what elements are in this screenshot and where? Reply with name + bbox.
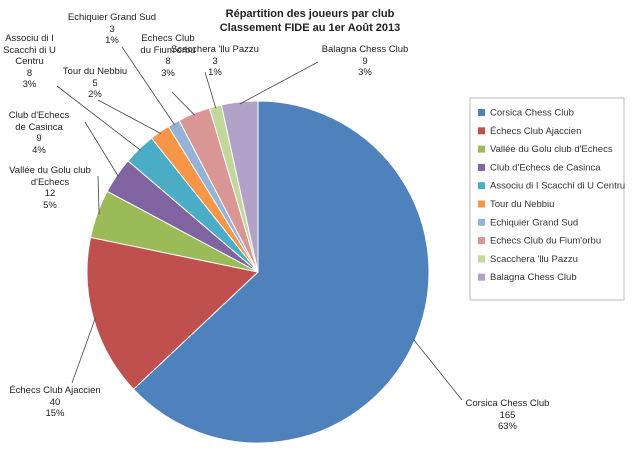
legend-label: Scacchera 'llu Pazzu [490, 254, 578, 265]
label-value: 8 [165, 56, 171, 67]
legend-label: Tour du Nebbiu [490, 199, 554, 210]
data-label: Corsica Chess Club 165 63% [455, 398, 560, 433]
legend-swatch [478, 218, 485, 226]
leader-line [204, 71, 217, 109]
pie-slice [220, 100, 259, 273]
leader-line [84, 121, 119, 177]
legend-label: Club d'Echecs de Casinca [490, 162, 601, 173]
legend-label: Corsica Chess Club [490, 108, 574, 119]
leader-line [56, 85, 141, 151]
legend-swatch [478, 200, 485, 208]
data-label: Tour du Nebbiu 5 2% [55, 66, 135, 101]
label-value: 5 [92, 77, 98, 89]
leader-line [71, 317, 96, 384]
label-value: 9 [36, 133, 42, 144]
legend-swatch [478, 127, 485, 135]
label-category: Vallée du Golu club d'Echecs [9, 165, 91, 188]
data-label: Echecs Club du Fium'orbu 8 3% [140, 33, 196, 79]
label-percent: 5% [43, 199, 57, 211]
label-percent: 3% [161, 67, 175, 79]
data-label: Échecs Club Ajaccien 40 15% [0, 385, 110, 420]
legend-swatch [478, 237, 485, 245]
label-percent: 3% [22, 79, 37, 90]
label-percent: 4% [32, 144, 46, 156]
legend-label: Balagna Chess Club [490, 272, 577, 283]
label-value: 3 [109, 23, 115, 35]
chart-subtitle: Classement FIDE au 1er Août 2013 [219, 22, 401, 34]
legend-swatch [478, 182, 485, 190]
leader-line [171, 91, 196, 116]
label-percent: 2% [88, 89, 102, 100]
label-category: Échecs Club Ajaccien [9, 385, 101, 396]
legend-swatch [478, 273, 485, 281]
label-category: Corsica Chess Club [465, 398, 550, 409]
label-category: Associu di I Scacchi di U Centru [3, 33, 56, 67]
data-label: Balagna Chess Club 9 3% [310, 44, 420, 79]
label-value: 9 [362, 55, 368, 67]
legend-label: Vallée du Golu club d'Echecs [490, 144, 613, 155]
label-value: 165 [499, 409, 516, 421]
label-category: Echecs Club du Fium'orbu [140, 33, 196, 56]
data-label: Echiquier Grand Sud 3 1% [62, 12, 162, 47]
label-value: 40 [49, 396, 61, 408]
label-category: Club d'Echecs de Casinca [8, 110, 70, 133]
leader-line [121, 46, 176, 126]
label-percent: 1% [208, 67, 222, 78]
label-percent: 63% [497, 421, 517, 432]
legend-swatch [478, 255, 485, 263]
label-value: 8 [26, 67, 33, 79]
label-value: 12 [44, 188, 56, 199]
label-category: Tour du Nebbiu [62, 66, 128, 77]
leader-line [97, 175, 100, 215]
data-label: Club d'Echecs de Casinca 9 4% [3, 110, 75, 156]
legend-swatch [478, 163, 485, 171]
pie-slice [86, 236, 260, 390]
legend-label: Echiquier Grand Sud [490, 217, 578, 228]
pie-slice [132, 100, 430, 444]
label-percent: 1% [105, 35, 119, 46]
label-percent: 15% [45, 408, 65, 419]
legend-swatch [478, 109, 485, 116]
legend-label: Associu di I Scacchi di U Centru [490, 181, 625, 192]
label-category: Scacchera 'llu Pazzu [171, 44, 259, 55]
legend-box [469, 97, 625, 301]
data-label: Associu di I Scacchi di U Centru 8 3% [2, 33, 57, 91]
label-value: 3 [212, 55, 218, 67]
data-label: Vallée du Golu club d'Echecs 12 5% [2, 165, 98, 211]
legend-swatch [478, 145, 485, 153]
leader-line [412, 338, 463, 401]
label-category: Balagna Chess Club [321, 44, 409, 55]
legend-label: Echecs Club du Fium'orbu [490, 236, 601, 247]
label-percent: 3% [358, 67, 372, 78]
label-category: Echiquier Grand Sud [67, 12, 157, 23]
chart-title: Répartition des joueurs par club [225, 8, 395, 20]
leader-line [239, 61, 319, 105]
legend-label: Échecs Club Ajaccien [490, 126, 581, 137]
data-label: Scacchera 'llu Pazzu 3 1% [160, 44, 270, 79]
leader-line [97, 99, 162, 134]
